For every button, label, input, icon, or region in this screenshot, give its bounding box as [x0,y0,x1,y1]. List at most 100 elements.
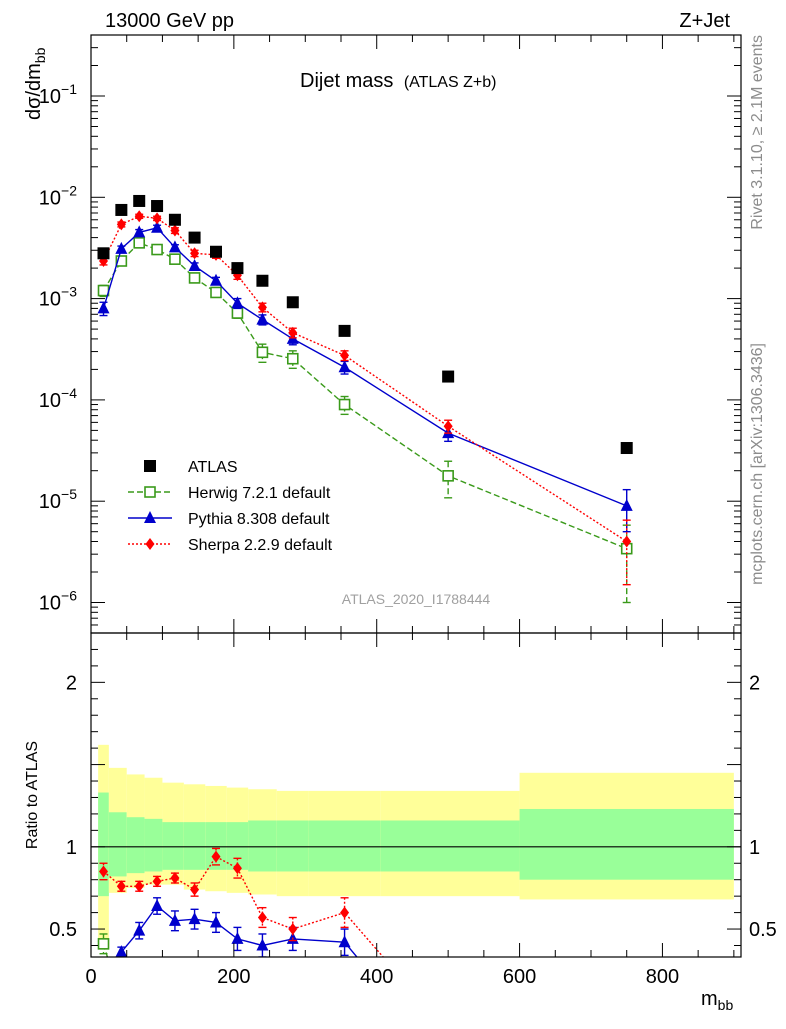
data-point-sherpa [134,880,144,893]
x-tick-label: 600 [503,966,536,988]
tick-exponent: −6 [61,588,77,604]
data-point-sherpa [116,218,126,231]
ratio-bands [91,744,741,949]
legend: ATLAS Herwig 7.2.1 default Pythia 8.308 de… [128,459,333,554]
top-y-tick-label: 10−3 [39,284,77,311]
data-point-sherpa [99,865,108,878]
tick-exponent: −2 [61,182,77,198]
data-point-herwig [97,938,110,950]
series-line-pythia [102,227,627,507]
x-axis-label-sub: bb [718,997,734,1013]
data-point-sherpa [190,883,200,896]
data-point-herwig [169,253,181,265]
series-herwig [97,237,633,604]
data-point-atlas [115,203,128,216]
data-point-sherpa [170,224,180,237]
tick-exponent: −5 [61,486,77,502]
data-point-sherpa [232,862,242,875]
data-point-pythia [210,915,222,928]
data-point-pythia [115,241,128,254]
data-point-sherpa [340,349,350,362]
mcplots-note: mcplots.cern.ch [arXiv:1306.3436] [749,343,766,585]
data-point-sherpa [288,326,298,339]
legend-label-pythia: Pythia 8.308 default [188,511,330,528]
tick-base: 10 [39,86,61,108]
data-point-pythia [210,273,222,286]
legend-entry-pythia: Pythia 8.308 default [128,511,330,528]
data-point-sherpa [622,535,632,548]
uncertainty-band-inner [308,820,381,872]
chart-title: Dijet mass [300,70,393,92]
tick-exponent: −1 [61,81,77,97]
uncertainty-band-inner [226,822,249,870]
data-point-sherpa [170,872,180,885]
data-point-pythia [133,225,146,238]
top-y-axis-label-sub: bb [32,47,48,63]
data-point-atlas [442,370,455,383]
uncertainty-band-inner [276,820,309,872]
data-point-pythia [231,296,244,309]
analysis-watermark: ATLAS_2020_I1788444 [342,591,491,607]
data-point-atlas [151,200,164,213]
uncertainty-band-inner [144,818,163,872]
data-point-herwig [115,255,128,267]
ratio-y-axis-label: Ratio to ATLAS [24,741,41,849]
series-sherpa [99,210,632,586]
data-point-pythia [144,511,156,523]
data-point-atlas [620,442,633,455]
data-point-atlas [286,296,299,309]
data-point-pythia [97,301,110,314]
top-y-axis-label: dσ/dmbb [23,47,48,120]
uncertainty-band-inner [380,820,520,872]
legend-entry-atlas: ATLAS [144,459,238,476]
uncertainty-band-inner [248,820,277,872]
x-tick-label: 800 [646,966,679,988]
data-point-herwig [231,307,244,319]
top-series [97,194,633,604]
data-point-pythia [188,912,201,925]
legend-entry-sherpa: Sherpa 2.2.9 default [128,537,333,554]
data-point-pythia [115,945,128,957]
tick-base: 10 [39,289,61,311]
legend-entry-herwig: Herwig 7.2.1 default [128,485,331,502]
data-point-atlas [338,324,351,337]
data-point-herwig [188,272,201,284]
tick-exponent: −4 [61,385,77,401]
data-point-sherpa [116,880,126,893]
data-point-herwig [256,346,269,359]
x-axis-label: mbb [701,988,733,1013]
data-point-atlas [144,460,156,472]
data-point-sherpa [288,923,298,936]
top-y-tick-label: 10−1 [39,81,77,108]
uncertainty-band-inner [126,817,145,874]
ratio-y-tick-label: 1 [66,837,77,859]
data-point-sherpa [145,538,155,550]
ratio-y-tick-label: 0.5 [49,919,77,941]
data-point-pythia [133,923,146,936]
x-tick-label: 200 [217,966,250,988]
header-energy-label: 13000 GeV pp [105,10,234,32]
top-y-axis-label-main: dσ/dm [23,63,45,120]
data-point-sherpa [152,212,162,225]
series-pythia [97,220,633,533]
header-process-label: Z+Jet [679,10,730,32]
uncertainty-band-inner [108,812,127,877]
top-panel-title: Dijet mass (ATLAS Z+b) [300,70,496,92]
data-point-sherpa [257,911,267,924]
data-point-sherpa [257,301,267,314]
data-point-herwig [97,284,110,297]
uncertainty-band-inner [162,822,184,870]
data-point-pythia [168,240,181,253]
tick-exponent: −3 [61,284,77,300]
series-line-herwig [102,242,627,550]
ratio-y-tick-label-right: 0.5 [749,919,777,941]
data-point-pythia [188,258,201,271]
x-axis-label-main: m [701,988,718,1010]
ratio-series-herwig [97,933,110,957]
x-tick-label: 0 [85,966,96,988]
data-point-pythia [231,931,244,944]
ratio-panel: 0 200 400 600 800 0.5 0.5 1 1 2 2 [49,632,777,988]
ratio-panel-frame [90,632,742,958]
